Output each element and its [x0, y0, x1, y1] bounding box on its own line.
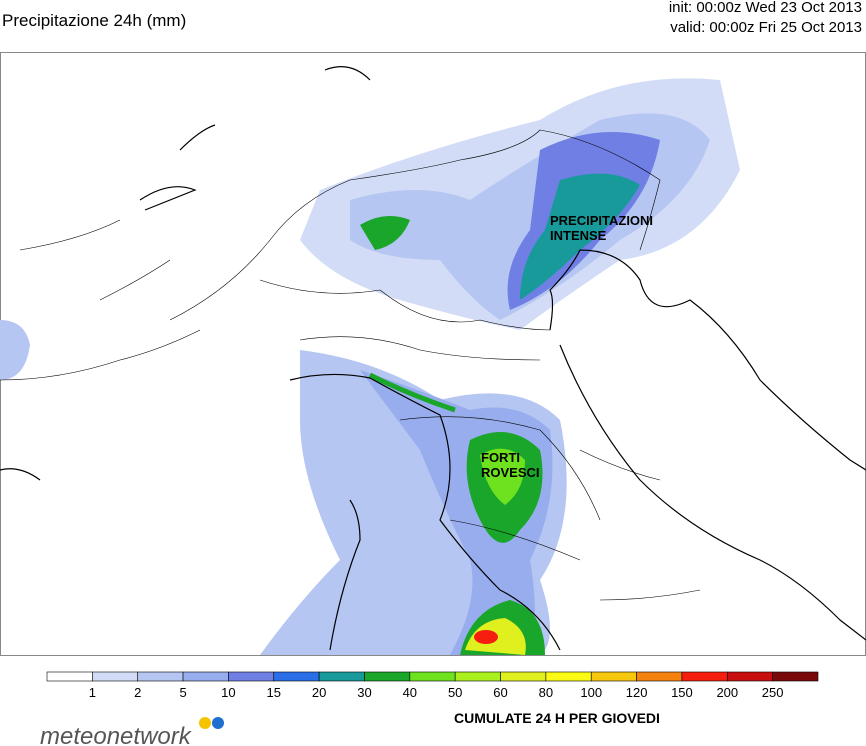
borders: [0, 129, 701, 601]
logo: meteonetwork: [40, 717, 224, 746]
colorbar-segment: [590, 671, 637, 682]
logo-text: meteonetwork: [40, 723, 193, 746]
colorbar-segment: [46, 671, 93, 682]
colorbar-segment: [454, 671, 501, 682]
coastline: [139, 66, 371, 211]
coastline: [0, 373, 561, 651]
colorbar-label: 60: [493, 685, 507, 700]
colorbar-segment: [228, 671, 275, 682]
coastline: [329, 499, 361, 651]
precip-area: [520, 173, 640, 300]
colorbar-label: 250: [762, 685, 784, 700]
colorbar-segment: [364, 671, 411, 682]
border-line: [169, 129, 661, 321]
colorbar-label: 150: [671, 685, 693, 700]
valid-time: valid: 00:00z Fri 25 Oct 2013: [670, 19, 862, 36]
colorbar-segment: [545, 671, 592, 682]
logo-dot: [212, 717, 224, 729]
colorbar-label: 5: [179, 685, 186, 700]
border-line: [259, 279, 701, 601]
colorbar-label: 15: [267, 685, 281, 700]
colorbar-label: 50: [448, 685, 462, 700]
logo-dot: [199, 717, 211, 729]
colorbar-segment: [636, 671, 683, 682]
colorbar-caption: CUMULATE 24 H PER GIOVEDI: [454, 710, 660, 726]
colorbar-label: 100: [580, 685, 602, 700]
colorbar-segment: [137, 671, 184, 682]
title: Precipitazione 24h (mm): [2, 11, 186, 30]
annotation: FORTI ROVESCI: [481, 450, 540, 480]
colorbar: 1 2 5 10 15 20 30 40 50 60 80 100 120 150 200 250: [46, 671, 819, 700]
colorbar-segment: [681, 671, 728, 682]
colorbar-segment: [182, 671, 229, 682]
precipitation-field: [0, 78, 740, 655]
colorbar-label: 2: [134, 685, 141, 700]
map: PRECIPITAZIONI INTENSE FORTI ROVESCI: [0, 52, 866, 656]
colorbar-label: 200: [716, 685, 738, 700]
init-time: init: 00:00z Wed 23 Oct 2013: [669, 0, 862, 16]
colorbar-segment: [273, 671, 320, 682]
coastline: [549, 249, 866, 471]
colorbar-segment: [409, 671, 456, 682]
colorbar-segment: [318, 671, 365, 682]
colorbar-segment: [500, 671, 547, 682]
precip-area: [368, 372, 456, 413]
colorbar-label: 30: [357, 685, 371, 700]
annotation: PRECIPITAZIONI INTENSE: [550, 213, 653, 243]
colorbar-label: 20: [312, 685, 326, 700]
colorbar-label: 40: [403, 685, 417, 700]
coastlines: [0, 66, 866, 651]
precip-area: [480, 448, 525, 505]
coastline: [559, 344, 866, 641]
border-line: [0, 219, 201, 381]
colorbar-label: 120: [626, 685, 648, 700]
colorbar-segment: [726, 671, 773, 682]
precip-area: [360, 216, 410, 250]
colorbar-segment: [92, 671, 139, 682]
colorbar-label: 80: [539, 685, 553, 700]
precip-area: [0, 320, 30, 380]
colorbar-segment: [772, 671, 819, 682]
precip-area: [474, 630, 498, 644]
colorbar-label: 10: [221, 685, 235, 700]
colorbar-label: 1: [89, 685, 96, 700]
